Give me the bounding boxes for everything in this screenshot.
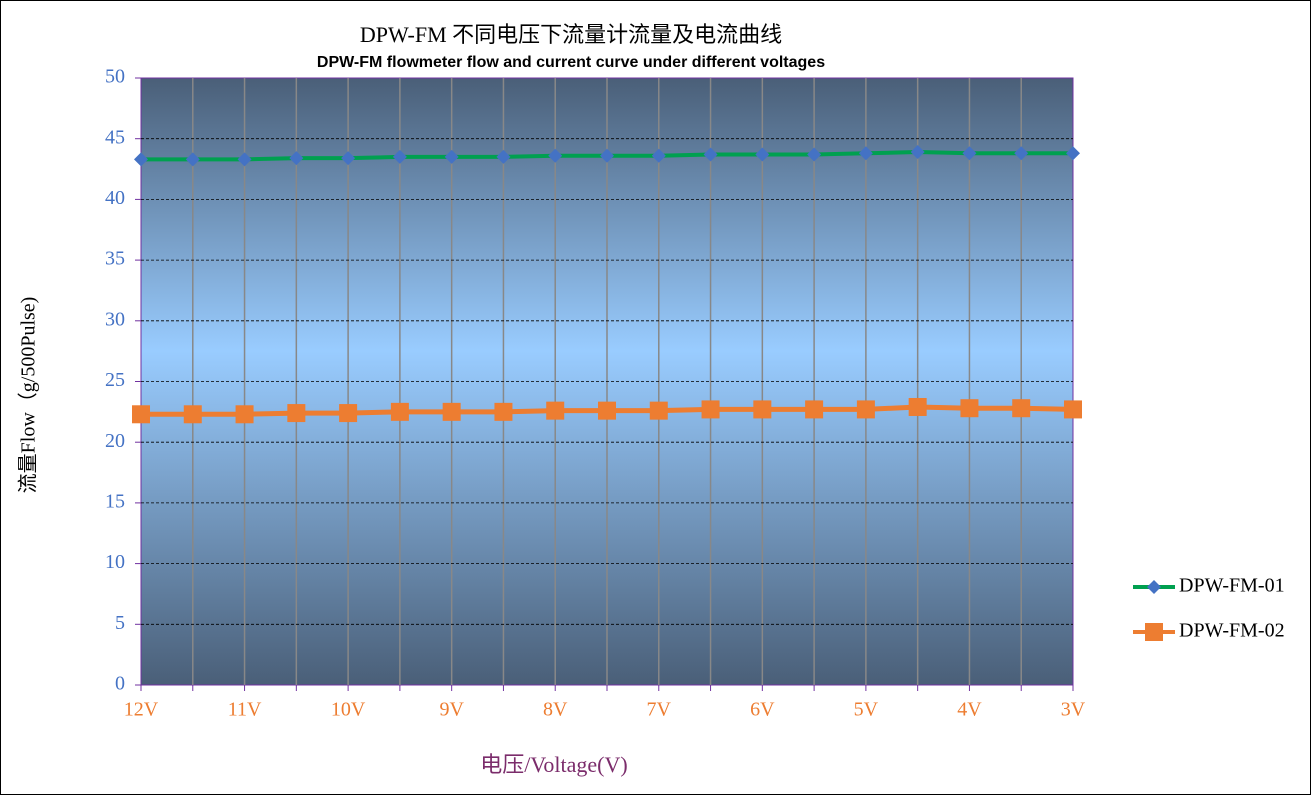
data-point bbox=[134, 152, 148, 167]
y-tick-label: 20 bbox=[105, 430, 125, 452]
data-point bbox=[390, 402, 409, 421]
x-tick-label: 8V bbox=[543, 699, 568, 721]
chart-title: DPW-FM 不同电压下流量计流量及电流曲线 bbox=[360, 22, 782, 47]
x-tick-label: 7V bbox=[647, 699, 672, 721]
data-point bbox=[548, 148, 563, 163]
data-point bbox=[287, 404, 306, 423]
data-point bbox=[701, 400, 720, 419]
data-point bbox=[858, 146, 873, 161]
data-point bbox=[1012, 399, 1031, 418]
data-point bbox=[651, 148, 666, 163]
data-point bbox=[339, 404, 358, 423]
y-tick-label: 0 bbox=[115, 673, 125, 695]
x-tick-label: 10V bbox=[331, 699, 366, 721]
legend-marker bbox=[1147, 580, 1161, 594]
y-tick-label: 35 bbox=[105, 248, 125, 270]
y-tick-label: 30 bbox=[105, 308, 125, 330]
data-point bbox=[805, 400, 824, 419]
y-tick-label: 40 bbox=[105, 187, 125, 209]
chart-subtitle: DPW-FM flowmeter flow and current curve … bbox=[317, 54, 825, 71]
legend-label: DPW-FM-02 bbox=[1179, 620, 1285, 642]
data-point bbox=[807, 147, 822, 162]
legend-label: DPW-FM-01 bbox=[1179, 575, 1285, 597]
data-point bbox=[444, 149, 459, 164]
data-point bbox=[856, 400, 875, 419]
x-tick-label: 4V bbox=[957, 699, 982, 721]
data-point bbox=[392, 149, 407, 164]
data-point bbox=[546, 401, 565, 420]
y-tick-label: 25 bbox=[105, 369, 125, 391]
y-tick-label: 5 bbox=[115, 612, 125, 634]
data-point bbox=[235, 405, 254, 424]
x-axis-label: 电压/Voltage(V) bbox=[480, 752, 627, 777]
y-tick-label: 10 bbox=[105, 551, 125, 573]
data-point bbox=[910, 145, 925, 160]
data-point bbox=[289, 151, 304, 166]
y-tick-label: 50 bbox=[105, 66, 125, 88]
data-point bbox=[494, 402, 513, 421]
data-point bbox=[1064, 400, 1082, 419]
data-point bbox=[132, 405, 150, 424]
data-point bbox=[600, 148, 614, 163]
x-tick-label: 11V bbox=[228, 699, 262, 721]
legend-marker bbox=[1145, 623, 1163, 641]
data-point bbox=[237, 152, 252, 167]
data-point bbox=[1066, 146, 1080, 161]
data-point bbox=[962, 146, 977, 161]
x-tick-label: 3V bbox=[1061, 699, 1086, 721]
x-tick-label: 6V bbox=[750, 699, 775, 721]
data-point bbox=[496, 149, 511, 164]
x-tick-label: 12V bbox=[124, 699, 159, 721]
x-tick-label: 5V bbox=[854, 699, 879, 721]
data-point bbox=[185, 152, 200, 167]
data-point bbox=[755, 147, 770, 162]
data-point bbox=[598, 401, 616, 420]
data-point bbox=[1014, 146, 1029, 161]
data-point bbox=[960, 399, 979, 418]
data-point bbox=[908, 397, 927, 416]
data-point bbox=[442, 402, 461, 421]
y-tick-label: 15 bbox=[105, 490, 125, 512]
data-point bbox=[649, 401, 668, 420]
y-axis-label: 流量Flow（g/500Pulse) bbox=[17, 297, 40, 494]
data-point bbox=[183, 405, 202, 424]
data-point bbox=[753, 400, 772, 419]
data-point bbox=[703, 147, 718, 162]
x-tick-label: 9V bbox=[439, 699, 464, 721]
data-point bbox=[341, 151, 356, 166]
y-tick-label: 45 bbox=[105, 126, 125, 148]
